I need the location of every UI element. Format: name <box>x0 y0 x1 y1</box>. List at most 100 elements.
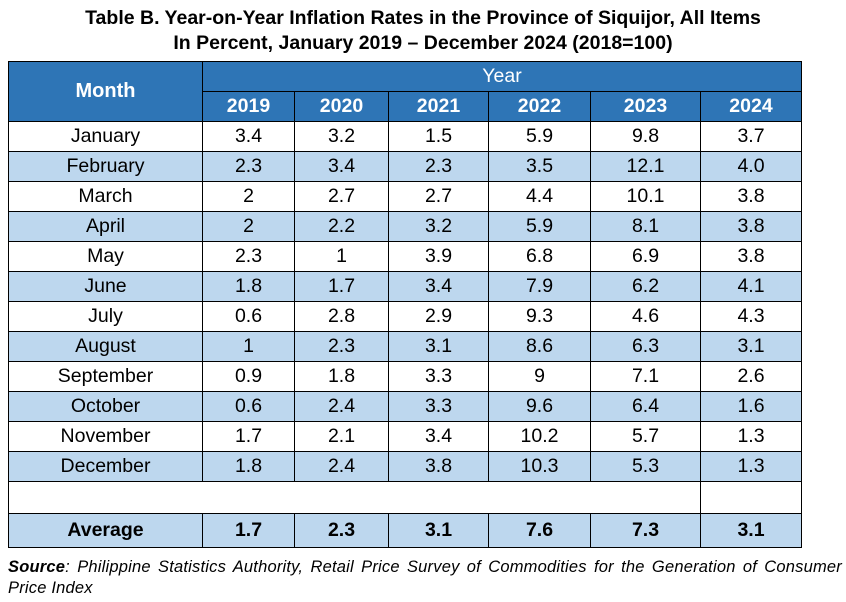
title-line-2: In Percent, January 2019 – December 2024… <box>173 32 673 54</box>
value-cell-2024: 3.8 <box>700 181 802 212</box>
blank-cell <box>8 481 701 514</box>
value-cell-2022: 7.9 <box>488 271 591 302</box>
value-cell-2024: 3.1 <box>700 331 802 362</box>
average-row: Average 1.7 2.3 3.1 7.6 7.3 3.1 <box>8 513 802 548</box>
value-cell-2024: 1.3 <box>700 421 802 452</box>
value-cell-2021: 3.4 <box>388 271 489 302</box>
value-cell-2023: 6.3 <box>590 331 701 362</box>
value-cell-2023: 5.7 <box>590 421 701 452</box>
average-value-2019: 1.7 <box>202 513 295 548</box>
month-cell: November <box>8 421 203 452</box>
month-cell: June <box>8 271 203 302</box>
blank-cell <box>700 481 802 514</box>
month-cell: January <box>8 121 203 152</box>
value-cell-2021: 1.5 <box>388 121 489 152</box>
value-cell-2019: 2 <box>202 181 295 212</box>
year-header-2019: 2019 <box>202 91 295 122</box>
value-cell-2022: 4.4 <box>488 181 591 212</box>
average-value-2024: 3.1 <box>700 513 802 548</box>
table-row: August 1 2.3 3.1 8.6 6.3 3.1 <box>8 331 802 362</box>
value-cell-2021: 3.3 <box>388 391 489 422</box>
header-row-1: Month Year <box>8 61 802 122</box>
table-row: January 3.4 3.2 1.5 5.9 9.8 3.7 <box>8 121 802 152</box>
value-cell-2024: 4.3 <box>700 301 802 332</box>
table-row: April 2 2.2 3.2 5.9 8.1 3.8 <box>8 211 802 242</box>
table-row: February 2.3 3.4 2.3 3.5 12.1 4.0 <box>8 151 802 182</box>
value-cell-2021: 3.9 <box>388 241 489 272</box>
value-cell-2021: 3.3 <box>388 361 489 392</box>
value-cell-2022: 10.2 <box>488 421 591 452</box>
average-label: Average <box>8 513 203 548</box>
value-cell-2021: 2.3 <box>388 151 489 182</box>
month-cell: December <box>8 451 203 482</box>
value-cell-2019: 2.3 <box>202 151 295 182</box>
value-cell-2019: 0.6 <box>202 391 295 422</box>
average-value-2020: 2.3 <box>294 513 389 548</box>
value-cell-2023: 5.3 <box>590 451 701 482</box>
title-line-1: Table B. Year-on-Year Inflation Rates in… <box>85 7 761 29</box>
value-cell-2023: 8.1 <box>590 211 701 242</box>
value-cell-2022: 9.6 <box>488 391 591 422</box>
value-cell-2021: 3.8 <box>388 451 489 482</box>
value-cell-2022: 9 <box>488 361 591 392</box>
table-row: September 0.9 1.8 3.3 9 7.1 2.6 <box>8 361 802 392</box>
value-cell-2023: 6.4 <box>590 391 701 422</box>
value-cell-2024: 3.8 <box>700 241 802 272</box>
value-cell-2022: 5.9 <box>488 211 591 242</box>
value-cell-2021: 3.4 <box>388 421 489 452</box>
value-cell-2020: 1.7 <box>294 271 389 302</box>
value-cell-2022: 9.3 <box>488 301 591 332</box>
value-cell-2020: 2.2 <box>294 211 389 242</box>
month-cell: August <box>8 331 203 362</box>
year-group-header: Year <box>202 61 802 92</box>
value-cell-2020: 3.2 <box>294 121 389 152</box>
value-cell-2019: 3.4 <box>202 121 295 152</box>
value-cell-2023: 7.1 <box>590 361 701 392</box>
value-cell-2024: 3.7 <box>700 121 802 152</box>
average-value-2022: 7.6 <box>488 513 591 548</box>
value-cell-2020: 1.8 <box>294 361 389 392</box>
value-cell-2023: 10.1 <box>590 181 701 212</box>
value-cell-2019: 1.7 <box>202 421 295 452</box>
value-cell-2020: 1 <box>294 241 389 272</box>
month-cell: October <box>8 391 203 422</box>
month-cell: March <box>8 181 203 212</box>
value-cell-2024: 2.6 <box>700 361 802 392</box>
value-cell-2020: 2.1 <box>294 421 389 452</box>
value-cell-2019: 0.6 <box>202 301 295 332</box>
value-cell-2023: 4.6 <box>590 301 701 332</box>
value-cell-2019: 1.8 <box>202 451 295 482</box>
value-cell-2023: 12.1 <box>590 151 701 182</box>
table-row: July 0.6 2.8 2.9 9.3 4.6 4.3 <box>8 301 802 332</box>
source-text: : Philippine Statistics Authority, Retai… <box>8 558 842 597</box>
month-cell: July <box>8 301 203 332</box>
year-header-2024: 2024 <box>700 91 802 122</box>
value-cell-2019: 1.8 <box>202 271 295 302</box>
value-cell-2019: 1 <box>202 331 295 362</box>
value-cell-2024: 3.8 <box>700 211 802 242</box>
table-row: June 1.8 1.7 3.4 7.9 6.2 4.1 <box>8 271 802 302</box>
value-cell-2024: 4.0 <box>700 151 802 182</box>
value-cell-2019: 2 <box>202 211 295 242</box>
table-body: January 3.4 3.2 1.5 5.9 9.8 3.7 February 2.3 3.4 2… <box>8 121 802 548</box>
blank-row <box>8 481 802 514</box>
month-cell: February <box>8 151 203 182</box>
table-row: May 2.3 1 3.9 6.8 6.9 3.8 <box>8 241 802 272</box>
month-cell: May <box>8 241 203 272</box>
source-label: Source <box>8 558 66 576</box>
table-row: November 1.7 2.1 3.4 10.2 5.7 1.3 <box>8 421 802 452</box>
table-title: Table B. Year-on-Year Inflation Rates in… <box>0 6 846 56</box>
value-cell-2020: 2.7 <box>294 181 389 212</box>
value-cell-2019: 0.9 <box>202 361 295 392</box>
year-header-2023: 2023 <box>590 91 701 122</box>
value-cell-2024: 4.1 <box>700 271 802 302</box>
value-cell-2021: 2.9 <box>388 301 489 332</box>
value-cell-2021: 3.2 <box>388 211 489 242</box>
value-cell-2020: 2.4 <box>294 391 389 422</box>
value-cell-2024: 1.3 <box>700 451 802 482</box>
table-row: March 2 2.7 2.7 4.4 10.1 3.8 <box>8 181 802 212</box>
value-cell-2020: 3.4 <box>294 151 389 182</box>
year-header-2021: 2021 <box>388 91 489 122</box>
value-cell-2022: 10.3 <box>488 451 591 482</box>
table-row: October 0.6 2.4 3.3 9.6 6.4 1.6 <box>8 391 802 422</box>
